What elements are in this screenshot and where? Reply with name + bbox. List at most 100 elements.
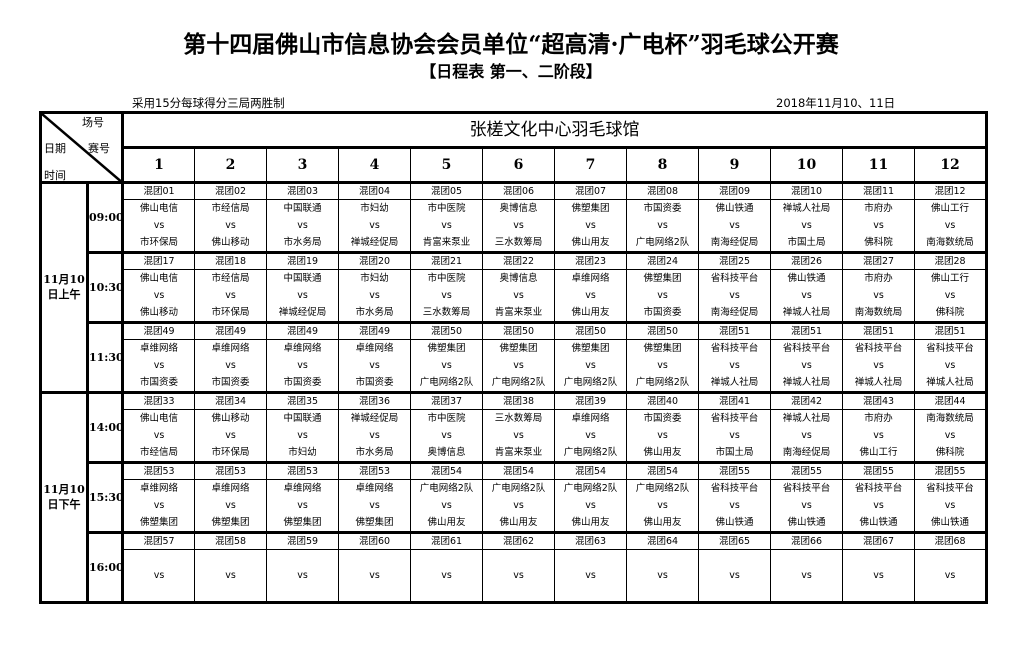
away-team: 禅城人社局 <box>913 374 988 394</box>
home-team: 省科技平台 <box>913 479 988 497</box>
vs-label: vs <box>698 217 771 234</box>
home-team <box>770 549 843 567</box>
match-group: 混团49 <box>338 322 411 340</box>
court-number: 4 <box>338 147 411 184</box>
match-group: 混团50 <box>626 322 699 340</box>
vs-label: vs <box>698 357 771 374</box>
vs-label: vs <box>122 497 195 514</box>
home-team: 卓维网络 <box>122 479 195 497</box>
vs-label: vs <box>554 217 627 234</box>
away-team: 佛山移动 <box>122 304 195 324</box>
away-team: 市国土局 <box>770 234 843 254</box>
match-group: 混团53 <box>266 462 339 480</box>
court-number: 11 <box>842 147 915 184</box>
away-team: 佛山用友 <box>626 514 699 534</box>
match-group: 混团01 <box>122 182 195 200</box>
vs-label: vs <box>410 427 483 444</box>
match-group: 混团49 <box>266 322 339 340</box>
vs-label: vs <box>266 357 339 374</box>
match-group: 混团58 <box>194 532 267 550</box>
vs-label: vs <box>770 287 843 304</box>
session-date: 11月10 日上午 <box>39 181 89 394</box>
match-row: 佛山移动 市环保局 禅城经促局 市水务局 三水数筹局 肯富来泵业 佛山用友 市国资委 南海经促局… <box>41 304 988 324</box>
match-label: 赛号 <box>88 142 110 155</box>
home-team: 卓维网络 <box>194 479 267 497</box>
match-group: 混团04 <box>338 182 411 200</box>
home-team: 市府办 <box>842 199 915 217</box>
home-team: 省科技平台 <box>698 269 771 287</box>
match-group: 混团53 <box>338 462 411 480</box>
match-group: 混团11 <box>842 182 915 200</box>
vs-label: vs <box>842 217 915 234</box>
away-team: 佛山铁通 <box>842 514 915 534</box>
vs-label: vs <box>266 427 339 444</box>
vs-label: vs <box>842 357 915 374</box>
home-team: 佛山工行 <box>913 199 988 217</box>
vs-label: vs <box>338 567 411 584</box>
home-team: 佛塑集团 <box>626 339 699 357</box>
match-group: 混团06 <box>482 182 555 200</box>
away-team: 佛山用友 <box>554 304 627 324</box>
vs-label: vs <box>338 497 411 514</box>
vs-label: vs <box>194 427 267 444</box>
time-label: 时间 <box>44 169 66 182</box>
away-team: 南海经促局 <box>698 234 771 254</box>
home-team <box>554 549 627 567</box>
vs-label: vs <box>842 567 915 584</box>
session-date-line: 日下午 <box>47 497 81 511</box>
vs-label: vs <box>554 497 627 514</box>
away-team: 市国资委 <box>266 374 339 394</box>
vs-label: vs <box>554 357 627 374</box>
vs-label: vs <box>913 567 988 584</box>
away-team: 广电网络2队 <box>410 374 483 394</box>
vs-label: vs <box>913 357 988 374</box>
match-group: 混团37 <box>410 392 483 410</box>
court-label: 场号 <box>82 116 104 129</box>
away-team: 市水务局 <box>338 444 411 464</box>
home-team <box>410 549 483 567</box>
date-label: 日期 <box>44 142 66 155</box>
schedule-table: 场号 赛号 日期 时间 张槎文化中心羽毛球馆 1 2 3 4 5 6 7 8 9 10 11 12 1… <box>39 111 989 604</box>
home-team: 省科技平台 <box>770 339 843 357</box>
home-team <box>626 549 699 567</box>
home-team: 市中医院 <box>410 269 483 287</box>
vs-label: vs <box>482 287 555 304</box>
away-team: 禅城经促局 <box>338 234 411 254</box>
match-group: 混团23 <box>554 252 627 270</box>
away-team: 市国资委 <box>194 374 267 394</box>
court-number: 2 <box>194 147 267 184</box>
away-team: 南海数统局 <box>842 304 915 324</box>
away-team: 奥博信息 <box>410 444 483 464</box>
page-subtitle: 【日程表 第一、二阶段】 <box>420 62 602 81</box>
home-team: 卓维网络 <box>266 339 339 357</box>
away-team <box>122 584 195 604</box>
away-team: 佛科院 <box>842 234 915 254</box>
home-team: 广电网络2队 <box>410 479 483 497</box>
away-team: 肯富来泵业 <box>482 304 555 324</box>
vs-label: vs <box>122 217 195 234</box>
match-group: 混团19 <box>266 252 339 270</box>
home-team: 市国资委 <box>626 409 699 427</box>
home-team: 市中医院 <box>410 199 483 217</box>
away-team: 市国土局 <box>698 444 771 464</box>
vs-label: vs <box>266 287 339 304</box>
venue-row: 场号 赛号 日期 时间 张槎文化中心羽毛球馆 <box>39 111 988 184</box>
away-team: 佛塑集团 <box>194 514 267 534</box>
home-team: 省科技平台 <box>842 479 915 497</box>
match-row: 佛山电信 佛山移动 中国联通 禅城经促局 市中医院 三水数筹局 卓维网络 市国资委 省科技平台禅… <box>41 409 988 427</box>
away-team: 佛山铁通 <box>770 514 843 534</box>
match-group: 混团02 <box>194 182 267 200</box>
home-team: 省科技平台 <box>770 479 843 497</box>
away-team: 佛山工行 <box>842 444 915 464</box>
vs-label: vs <box>913 427 988 444</box>
vs-label: vs <box>194 497 267 514</box>
away-team: 南海数统局 <box>913 234 988 254</box>
vs-label: vs <box>842 427 915 444</box>
match-group: 混团55 <box>770 462 843 480</box>
away-team: 佛山铁通 <box>913 514 988 534</box>
vs-label: vs <box>626 287 699 304</box>
vs-label: vs <box>122 287 195 304</box>
match-group: 混团12 <box>913 182 988 200</box>
home-team: 省科技平台 <box>842 339 915 357</box>
scoring-rule: 采用15分每球得分三局两胜制 <box>132 96 285 110</box>
